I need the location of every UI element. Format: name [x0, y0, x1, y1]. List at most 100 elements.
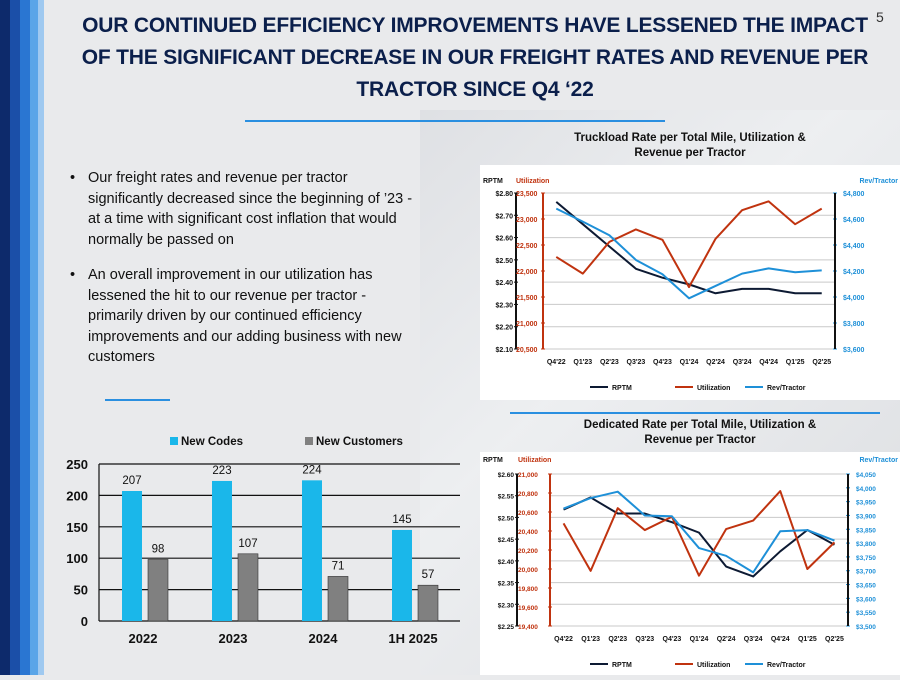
legend-label: New Codes [181, 436, 243, 448]
utilization-tick-label: 23,000 [516, 217, 538, 224]
rev-tick-label: $3,650 [856, 583, 876, 590]
truckload-chart-panel: $2.10$2.20$2.30$2.40$2.50$2.60$2.70$2.80… [480, 165, 900, 400]
rev-tick-label: $4,000 [856, 486, 876, 493]
bullets-divider [105, 399, 170, 401]
chart-divider [510, 412, 880, 414]
x-tick-label: Q3'23 [627, 359, 646, 366]
left-accent-stripe [0, 0, 44, 675]
x-tick-label: Q1'25 [786, 359, 805, 366]
rptm-tick-label: $2.60 [498, 472, 515, 479]
utilization-tick-label: 20,400 [518, 529, 538, 536]
utilization-tick-label: 21,000 [516, 321, 538, 328]
utilization-tick-label: 20,200 [518, 548, 538, 555]
rptm-tick-label: $2.30 [498, 602, 515, 609]
series-line-rptm [564, 497, 835, 576]
rptm-tick-label: $2.35 [498, 581, 515, 588]
utilization-tick-label: 20,600 [518, 510, 538, 517]
page-title: OUR CONTINUED EFFICIENCY IMPROVEMENTS HA… [80, 10, 870, 106]
bar-new-codes [302, 480, 322, 621]
rev-axis-title: Rev/Tractor [859, 178, 898, 185]
data-label: 98 [152, 543, 165, 555]
data-label: 145 [392, 514, 411, 526]
x-tick-label: Q2'23 [608, 636, 627, 643]
x-tick-label: 2022 [129, 631, 158, 646]
rptm-tick-label: $2.60 [495, 236, 513, 243]
utilization-tick-label: 20,500 [516, 347, 538, 354]
x-tick-label: Q1'23 [573, 359, 592, 366]
new-codes-customers-bar-chart: 0501001502002502079820222231072023224712… [60, 425, 460, 655]
rev-tick-label: $4,050 [856, 472, 876, 479]
legend-label: RPTM [612, 385, 632, 392]
bullet-item: •An overall improvement in our utilizati… [70, 265, 415, 368]
bar-new-customers [418, 585, 438, 621]
y-tick-label: 200 [66, 488, 88, 503]
rev-tick-label: $4,200 [843, 269, 865, 276]
x-tick-label: Q1'23 [581, 636, 600, 643]
x-tick-label: 2024 [309, 631, 339, 646]
rev-tick-label: $4,000 [843, 295, 865, 302]
bar-new-codes [122, 491, 142, 621]
truckload-line-chart: $2.10$2.20$2.30$2.40$2.50$2.60$2.70$2.80… [480, 165, 900, 400]
bullet-list: •Our freight rates and revenue per tract… [70, 168, 415, 383]
legend-label: Rev/Tractor [767, 662, 806, 669]
rev-tick-label: $3,950 [856, 500, 876, 507]
dedicated-chart-panel: $2.25$2.30$2.35$2.40$2.45$2.50$2.55$2.60… [480, 452, 900, 675]
x-tick-label: 1H 2025 [388, 631, 437, 646]
dedicated-chart-title: Dedicated Rate per Total Mile, Utilizati… [570, 418, 830, 448]
rptm-tick-label: $2.40 [495, 280, 513, 287]
y-tick-label: 50 [74, 583, 88, 598]
x-tick-label: 2023 [219, 631, 248, 646]
rev-axis-title: Rev/Tractor [859, 457, 898, 464]
series-line-utilization [556, 201, 821, 287]
data-label: 207 [122, 475, 141, 487]
utilization-tick-label: 22,000 [516, 269, 538, 276]
x-tick-label: Q3'24 [733, 359, 752, 366]
utilization-tick-label: 22,500 [516, 243, 538, 250]
truckload-chart-title: Truckload Rate per Total Mile, Utilizati… [560, 131, 820, 161]
rptm-tick-label: $2.30 [495, 302, 513, 309]
rptm-tick-label: $2.80 [495, 191, 513, 198]
dedicated-line-chart: $2.25$2.30$2.35$2.40$2.45$2.50$2.55$2.60… [480, 452, 900, 675]
x-tick-label: Q1'24 [690, 636, 709, 643]
bullet-text: Our freight rates and revenue per tracto… [88, 168, 415, 250]
rptm-tick-label: $2.55 [498, 494, 515, 501]
y-tick-label: 100 [66, 551, 88, 566]
rptm-tick-label: $2.70 [495, 213, 513, 220]
x-tick-label: Q2'25 [812, 359, 831, 366]
rptm-axis-title: RPTM [483, 178, 503, 185]
x-tick-label: Q1'25 [798, 636, 817, 643]
utilization-tick-label: 21,000 [518, 472, 538, 479]
legend-label: Utilization [697, 662, 730, 669]
data-label: 224 [302, 464, 322, 476]
rptm-axis-title: RPTM [483, 457, 503, 464]
page-number: 5 [876, 9, 884, 25]
data-label: 71 [332, 560, 345, 572]
x-tick-label: Q2'25 [825, 636, 844, 643]
x-tick-label: Q2'24 [717, 636, 736, 643]
bar-new-customers [148, 559, 168, 621]
utilization-axis-title: Utilization [518, 457, 551, 464]
utilization-tick-label: 19,800 [518, 586, 538, 593]
y-tick-label: 150 [66, 520, 88, 535]
x-tick-label: Q4'24 [771, 636, 790, 643]
x-tick-label: Q4'22 [547, 359, 566, 366]
rptm-tick-label: $2.40 [498, 559, 515, 566]
utilization-tick-label: 19,400 [518, 624, 538, 631]
rev-tick-label: $4,400 [843, 243, 865, 250]
legend-label: New Customers [316, 436, 403, 448]
rev-tick-label: $3,550 [856, 610, 876, 617]
rev-tick-label: $3,850 [856, 527, 876, 534]
rptm-tick-label: $2.50 [495, 258, 513, 265]
rev-tick-label: $3,800 [843, 321, 865, 328]
x-tick-label: Q4'23 [663, 636, 682, 643]
rev-tick-label: $3,800 [856, 541, 876, 548]
x-tick-label: Q1'24 [680, 359, 699, 366]
rev-tick-label: $3,700 [856, 569, 876, 576]
legend-swatch [170, 437, 178, 445]
legend-label: RPTM [612, 662, 632, 669]
x-tick-label: Q3'24 [744, 636, 763, 643]
bar-new-codes [392, 530, 412, 621]
utilization-axis-title: Utilization [516, 178, 549, 185]
bullet-item: •Our freight rates and revenue per tract… [70, 168, 415, 250]
bar-new-customers [238, 554, 258, 621]
